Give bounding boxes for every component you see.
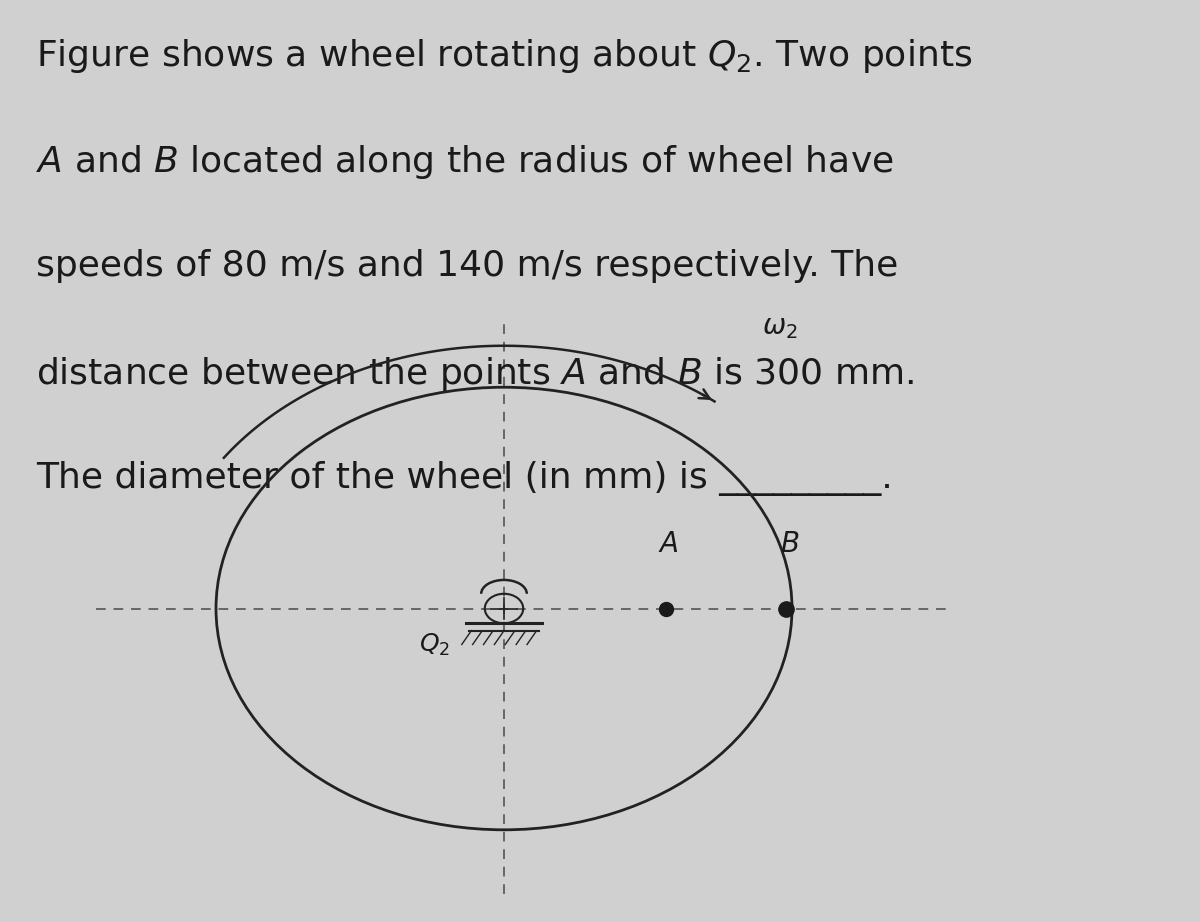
Text: distance between the points $A$ and $B$ is 300 mm.: distance between the points $A$ and $B$ … [36,355,914,393]
Text: $A$ and $B$ located along the radius of wheel have: $A$ and $B$ located along the radius of … [36,143,894,181]
Text: speeds of 80 m/s and 140 m/s respectively. The: speeds of 80 m/s and 140 m/s respectivel… [36,249,899,283]
Text: $\omega_2$: $\omega_2$ [762,313,798,341]
Text: $Q_2$: $Q_2$ [419,632,450,657]
Text: Figure shows a wheel rotating about $Q_2$. Two points: Figure shows a wheel rotating about $Q_2… [36,37,972,75]
Text: $A$: $A$ [658,530,679,558]
Text: $B$: $B$ [780,530,799,558]
Text: The diameter of the wheel (in mm) is _________.: The diameter of the wheel (in mm) is ___… [36,461,893,496]
